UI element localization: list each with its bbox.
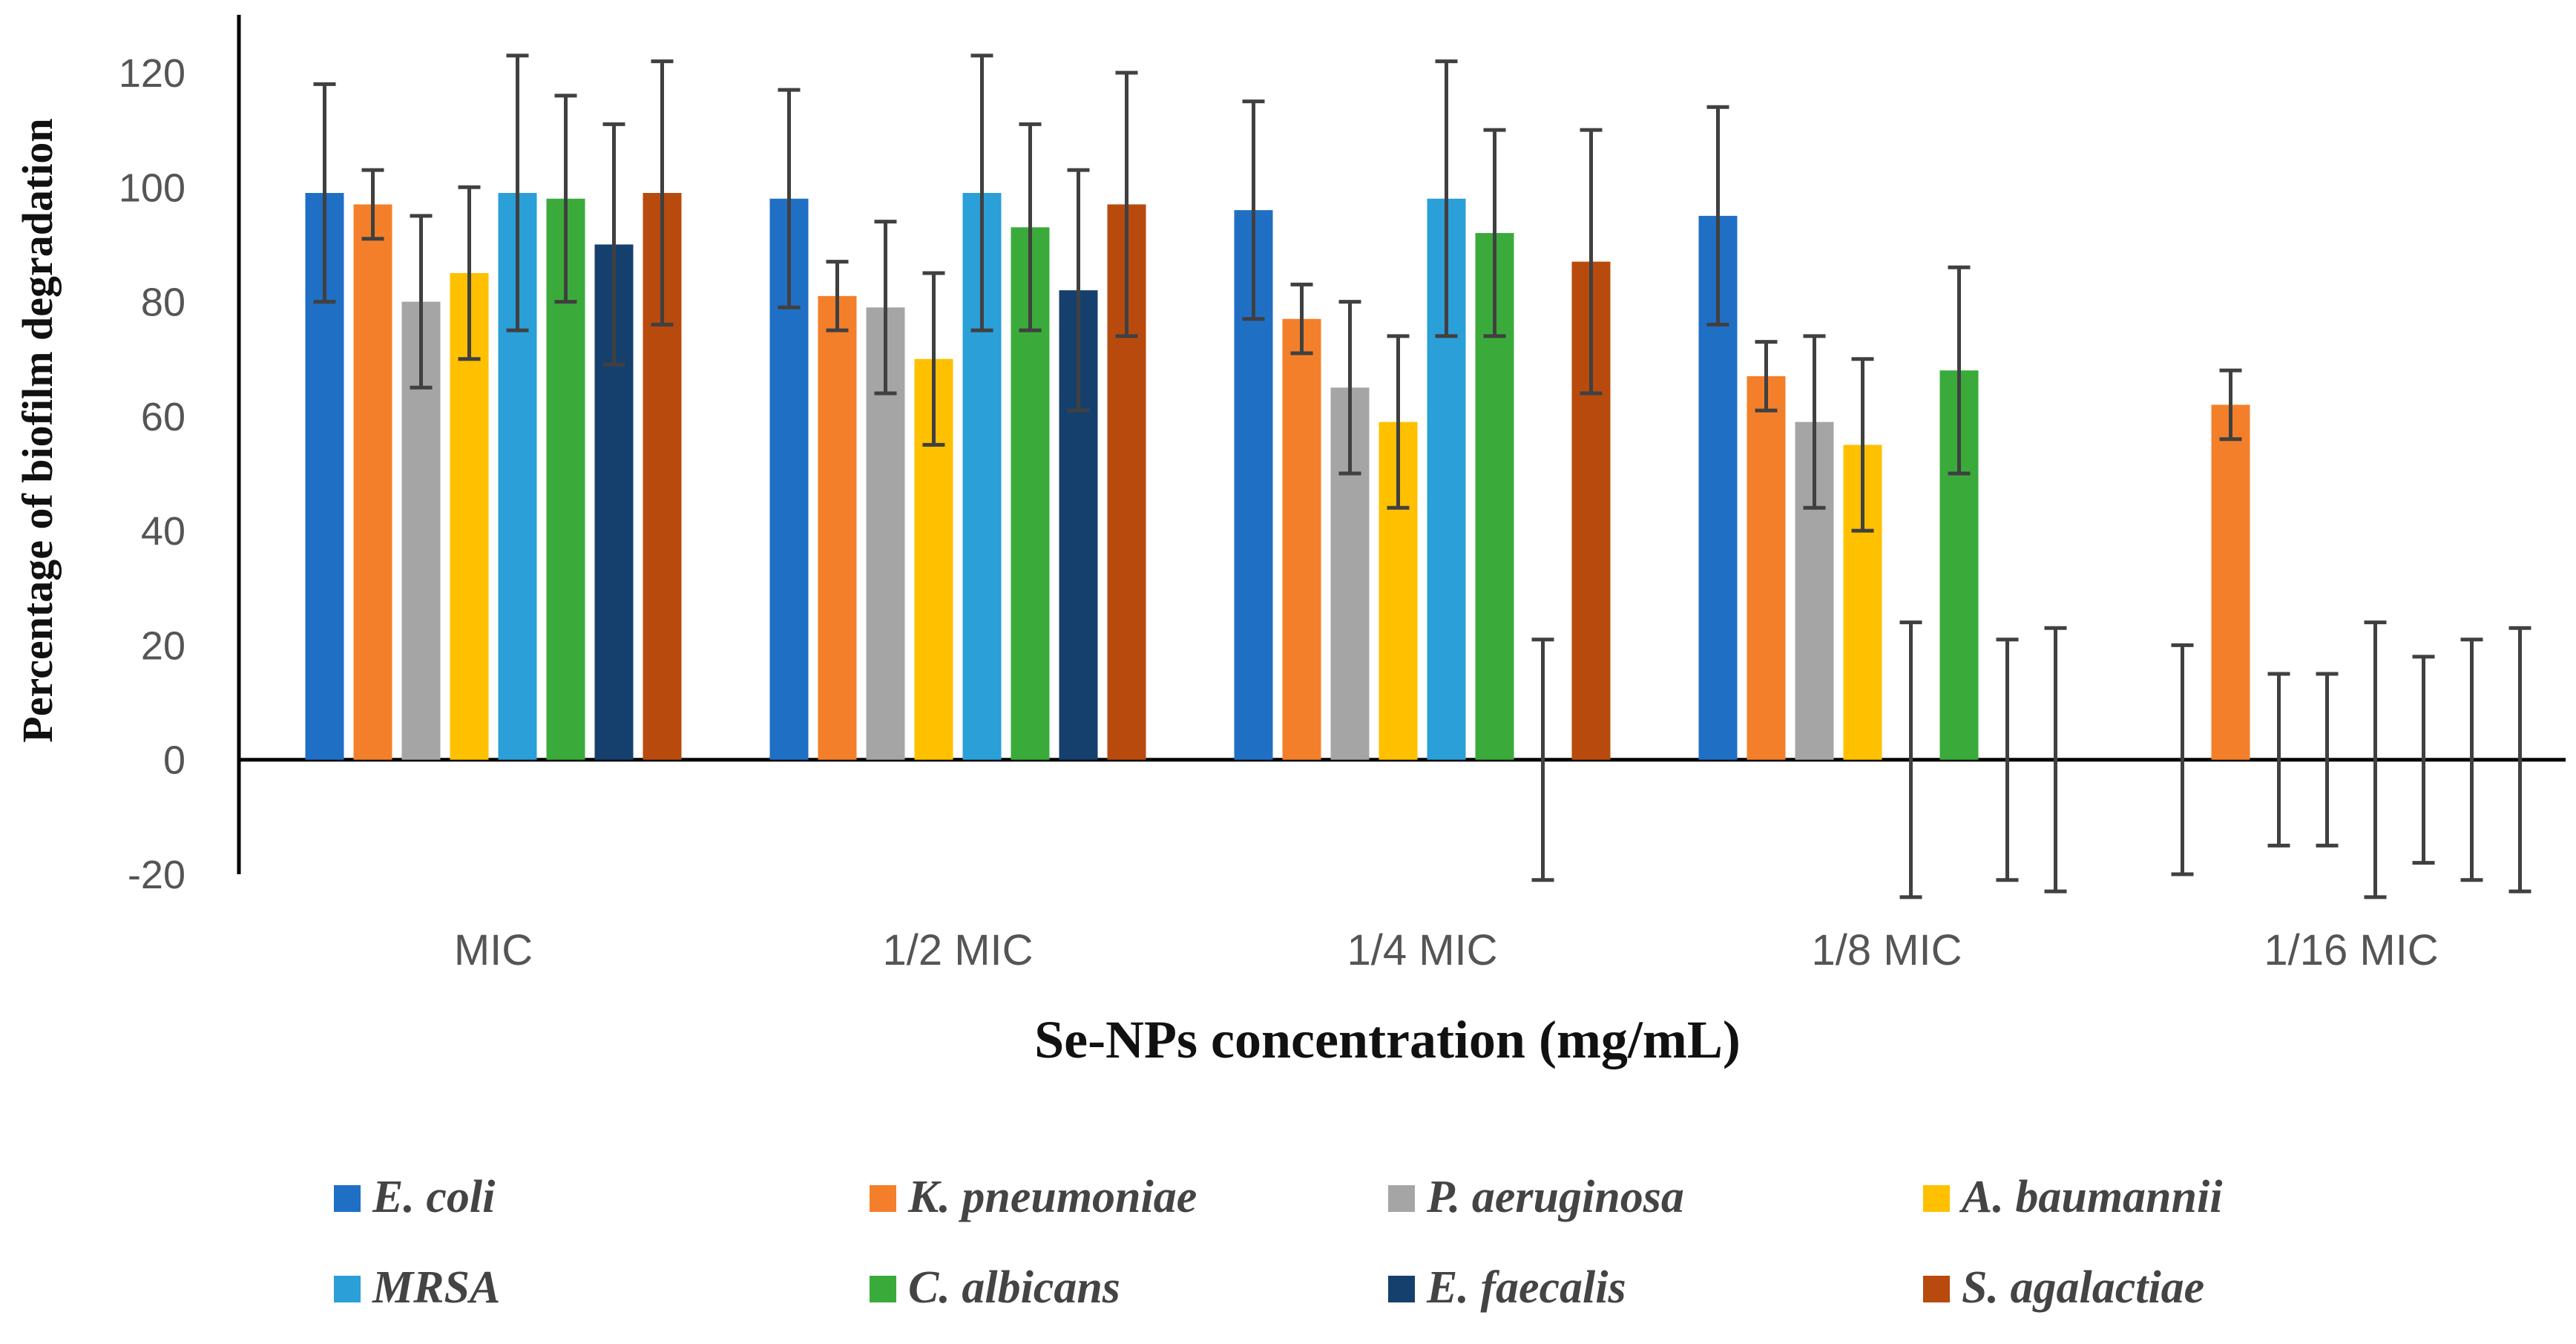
error-bar [2171,643,2194,876]
x-category-label: MIC [454,926,533,974]
error-bar [2508,626,2531,894]
legend-swatch [334,1185,361,1212]
bar [2211,404,2250,760]
error-bar [361,168,384,241]
error-bar [410,214,433,390]
legend-label: K. pneumoniae [907,1172,1197,1222]
legend-label: S. agalactiae [1962,1262,2204,1313]
error-bar [826,260,849,332]
error-bar [1387,334,1410,510]
y-tick-label: 60 [141,395,185,439]
x-category-label: 1/8 MIC [1811,926,1962,974]
error-bar [1706,105,1729,327]
legend-swatch [1923,1276,1950,1302]
legend-swatch [1388,1185,1415,1212]
y-tick-label: -20 [128,853,185,897]
legend-item: A. baumannii [1923,1172,2222,1222]
error-bar [602,122,625,367]
error-bar [1483,128,1506,338]
legend-label: MRSA [372,1262,500,1313]
legend-swatch [870,1185,896,1212]
error-bar [313,82,336,304]
error-bar [1899,620,1922,899]
x-axis-category-labels: MIC 1/2 MIC 1/4 MIC 1/8 MIC 1/16 MIC [454,926,2439,974]
error-bar [1531,637,1554,882]
error-bar [2316,672,2339,848]
error-bar [1115,71,1138,338]
error-bar [922,271,945,447]
error-bar [1290,282,1313,355]
legend-swatch [1388,1276,1415,1302]
y-tick-label: 0 [163,738,185,783]
error-bar [1851,357,1874,533]
bar [818,295,857,760]
error-bar [778,88,801,309]
legend-label: A. baumannii [1959,1172,2222,1222]
error-bar [970,53,993,332]
error-bar [2219,368,2242,442]
legend-item: MRSA [334,1262,500,1313]
y-axis-title: Percentage of biofilm degradation [13,118,62,742]
bar [1747,376,1786,760]
legend-item: K. pneumoniae [870,1172,1197,1222]
error-bar [554,94,577,304]
error-bar [1338,300,1361,476]
y-tick-label: 40 [141,509,185,554]
error-bar [1803,334,1826,510]
legend-swatch [334,1276,361,1302]
error-bar [506,53,529,332]
error-bar [2364,620,2387,899]
error-bar [2412,655,2435,865]
legend-label: E. faecalis [1426,1262,1626,1313]
error-bar [1755,340,1778,413]
chart-legend: E. coli K. pneumoniae P. aeruginosa A. baum… [334,1172,2222,1313]
legend-item: E. faecalis [1388,1262,1626,1313]
error-bar [1435,59,1458,338]
x-category-label: 1/16 MIC [2264,926,2438,974]
legend-label: P. aeruginosa [1426,1172,1684,1222]
bar [353,204,392,760]
legend-item: P. aeruginosa [1388,1172,1684,1222]
error-bar [874,220,897,396]
chart-axes [237,15,2566,874]
legend-item: S. agalactiae [1923,1262,2204,1313]
y-axis-ticks: -20 0 20 40 60 80 100 120 [119,51,185,897]
x-category-label: 1/2 MIC [882,926,1033,974]
error-bar [1948,265,1971,476]
error-bar [2267,672,2290,848]
error-bar [458,185,481,361]
legend-label: C. albicans [908,1262,1120,1313]
legend-item: C. albicans [870,1262,1120,1313]
x-axis-title: Se-NPs concentration (mg/mL) [1034,1010,1741,1069]
error-bar [1067,168,1090,413]
legend-swatch [1923,1185,1950,1212]
bar [1282,318,1321,760]
x-category-label: 1/4 MIC [1347,926,1497,974]
error-bar [2460,637,2483,882]
y-tick-label: 20 [141,623,185,668]
legend-label: E. coli [372,1172,495,1222]
error-bar [651,59,674,327]
error-bar [2044,626,2067,894]
y-tick-label: 80 [141,281,185,325]
error-bar [1996,637,2019,882]
y-tick-label: 100 [119,165,185,210]
error-bar [1242,99,1265,321]
legend-item: E. coli [334,1172,495,1222]
error-bar [1580,128,1603,396]
error-bar [1019,122,1042,332]
chart-error-bars [313,53,2531,899]
y-tick-label: 120 [119,51,185,96]
legend-swatch [870,1276,896,1302]
